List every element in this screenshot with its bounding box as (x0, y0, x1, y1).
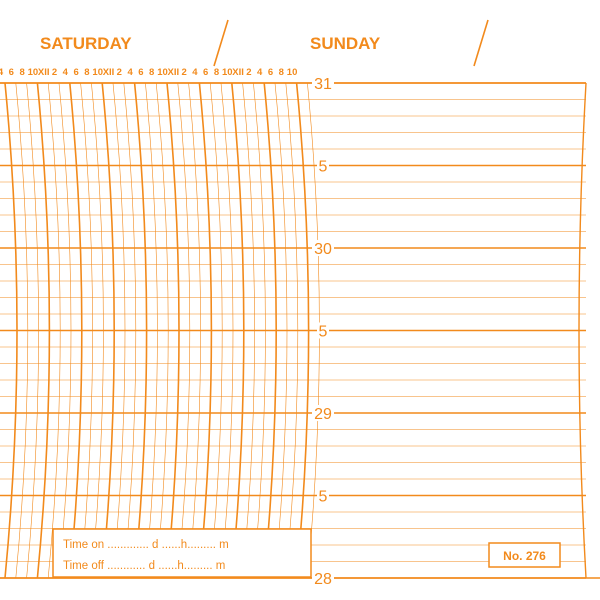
major-grid (0, 82, 600, 579)
scale-label: 5 (319, 324, 328, 341)
scale-label: 31 (314, 76, 332, 93)
hour-label: 2 (181, 67, 186, 78)
scale-label-bg (312, 405, 334, 421)
chart-number-box: No. 276 (488, 542, 561, 568)
hour-labels: 4 6 8 10 XII 2 4 6 8 10 XII 2 4 6 8 10 XII 2 4 6 8 10 XII 2 4 6 8 1… (0, 67, 297, 78)
hour-label: 2 (246, 67, 251, 78)
chart-number: No. 276 (503, 549, 546, 563)
hour-label: 8 (84, 67, 89, 78)
hour-label: 10 (157, 67, 168, 78)
pressure-scale: 31 5 30 5 29 5 28 (312, 75, 334, 588)
time-line-major (166, 82, 180, 579)
time-line-major (36, 82, 51, 579)
hour-label: 8 (149, 67, 154, 78)
time-line-major (69, 82, 83, 579)
time-line-major (101, 82, 115, 579)
day-label-sunday: SUNDAY (310, 34, 381, 53)
hour-label: 10 (222, 67, 233, 78)
time-line-major (295, 82, 310, 579)
hour-label: 2 (52, 67, 57, 78)
hour-label: 6 (138, 67, 143, 78)
hour-label: 6 (73, 67, 78, 78)
hour-label: 6 (203, 67, 208, 78)
time-on-label: Time on ............. d ......h.........… (63, 539, 229, 551)
hour-label: XII (232, 67, 244, 78)
scale-label: 30 (314, 241, 332, 258)
hour-label: XII (38, 67, 50, 78)
time-line-major (263, 82, 277, 579)
hour-label: XII (103, 67, 115, 78)
scale-label-bg (317, 487, 329, 504)
scale-label-bg (317, 322, 329, 339)
hour-label: 8 (214, 67, 219, 78)
hour-label: 4 (257, 67, 263, 78)
time-line-major (198, 82, 213, 579)
time-line-major (133, 82, 148, 579)
hour-label: 6 (268, 67, 273, 78)
scale-label: 29 (314, 406, 332, 423)
hour-label: 6 (9, 67, 14, 78)
time-line-major (4, 82, 18, 579)
scale-label: 28 (314, 571, 332, 588)
hour-label: 10 (28, 67, 39, 78)
day-divider (473, 19, 489, 67)
hour-label: 4 (127, 67, 133, 78)
chart-number-frame (488, 542, 561, 568)
hour-label: 10 (287, 67, 298, 78)
scale-label-bg (317, 157, 329, 174)
day-label-saturday: SATURDAY (40, 34, 132, 53)
time-box-frame (52, 528, 312, 578)
hour-label: 4 (192, 67, 198, 78)
scale-label-bg (312, 75, 334, 91)
hour-label: 4 (63, 67, 69, 78)
time-box: Time on ............. d ......h.........… (52, 528, 312, 578)
scale-label: 5 (319, 159, 328, 176)
scale-label-bg (312, 570, 334, 586)
hour-label: 2 (117, 67, 122, 78)
hour-label: 8 (279, 67, 284, 78)
time-off-label: Time off ............ d ......h.........… (63, 560, 225, 572)
hour-label: 4 (0, 67, 4, 78)
time-line-major (231, 82, 245, 579)
hour-label: 8 (19, 67, 24, 78)
hour-label: 10 (92, 67, 103, 78)
scale-label: 5 (319, 489, 328, 506)
day-divider (213, 19, 229, 67)
scale-label-bg (312, 240, 334, 256)
chart-right-edge (578, 82, 587, 579)
hour-label: XII (167, 67, 179, 78)
